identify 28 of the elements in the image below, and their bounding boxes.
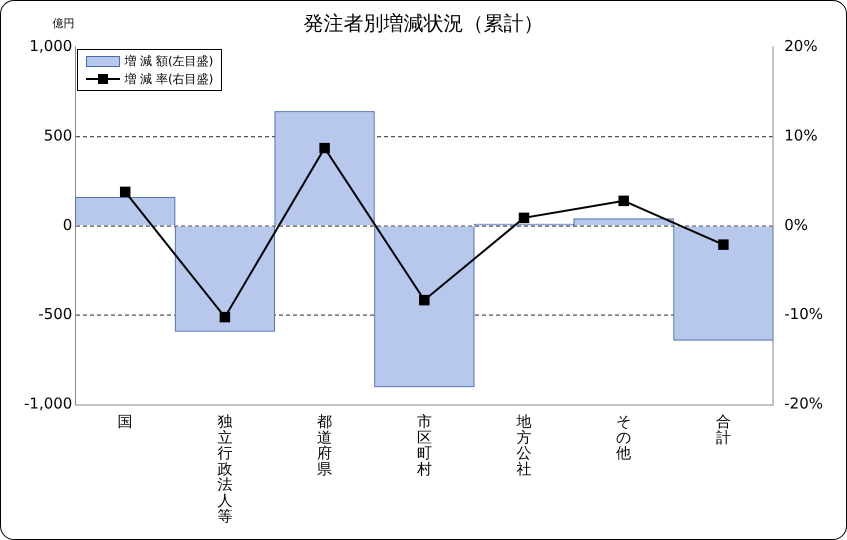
x-tick-label: 都道府県 <box>317 412 332 478</box>
y-tick-label: 500 <box>44 126 72 144</box>
y2-tick-label: 20% <box>784 36 818 55</box>
point <box>419 294 430 306</box>
y-tick-label: 1,000 <box>29 36 72 55</box>
y-tick-label: -500 <box>38 305 72 324</box>
chart-title: 発注者別増減状況（累計） <box>304 11 544 36</box>
point <box>518 212 530 224</box>
point <box>718 239 729 250</box>
y2-tick-label: 10% <box>784 126 818 144</box>
point <box>618 196 629 206</box>
point <box>220 312 230 322</box>
point <box>120 186 130 198</box>
y-tick-label: -1,000 <box>24 394 72 413</box>
y-axis-title: 億円 <box>52 17 74 30</box>
y2-tick-label: 0% <box>784 216 808 234</box>
y2-tick-label: -20% <box>784 394 824 413</box>
x-tick-label: 市区町村 <box>416 412 432 478</box>
legend-label: 増 減 率(右目盛) <box>124 70 214 88</box>
point <box>319 142 330 154</box>
x-tick-label: 国 <box>118 412 133 431</box>
x-tick-label: 独立行政法人等 <box>217 412 232 526</box>
x-tick-label: 地方公社 <box>516 412 532 478</box>
x-tick-label: その他 <box>616 412 632 462</box>
legend-label: 増 減 額(左目盛) <box>124 52 214 70</box>
y-tick-label: 0 <box>62 216 72 234</box>
x-tick-label: 合計 <box>716 412 731 446</box>
y2-tick-label: -10% <box>784 305 824 324</box>
